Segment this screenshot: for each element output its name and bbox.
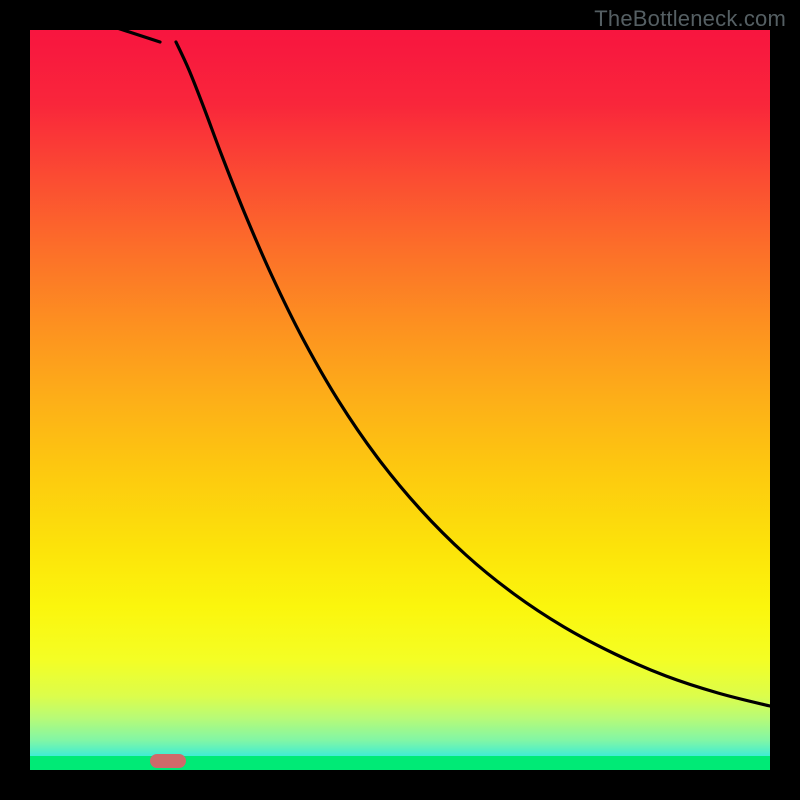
watermark-text: TheBottleneck.com xyxy=(594,6,786,32)
bottleneck-chart: TheBottleneck.com xyxy=(0,0,800,800)
optimum-marker xyxy=(150,754,186,768)
chart-canvas xyxy=(0,0,800,800)
baseline-band xyxy=(30,756,770,770)
heatmap-background xyxy=(30,30,770,770)
